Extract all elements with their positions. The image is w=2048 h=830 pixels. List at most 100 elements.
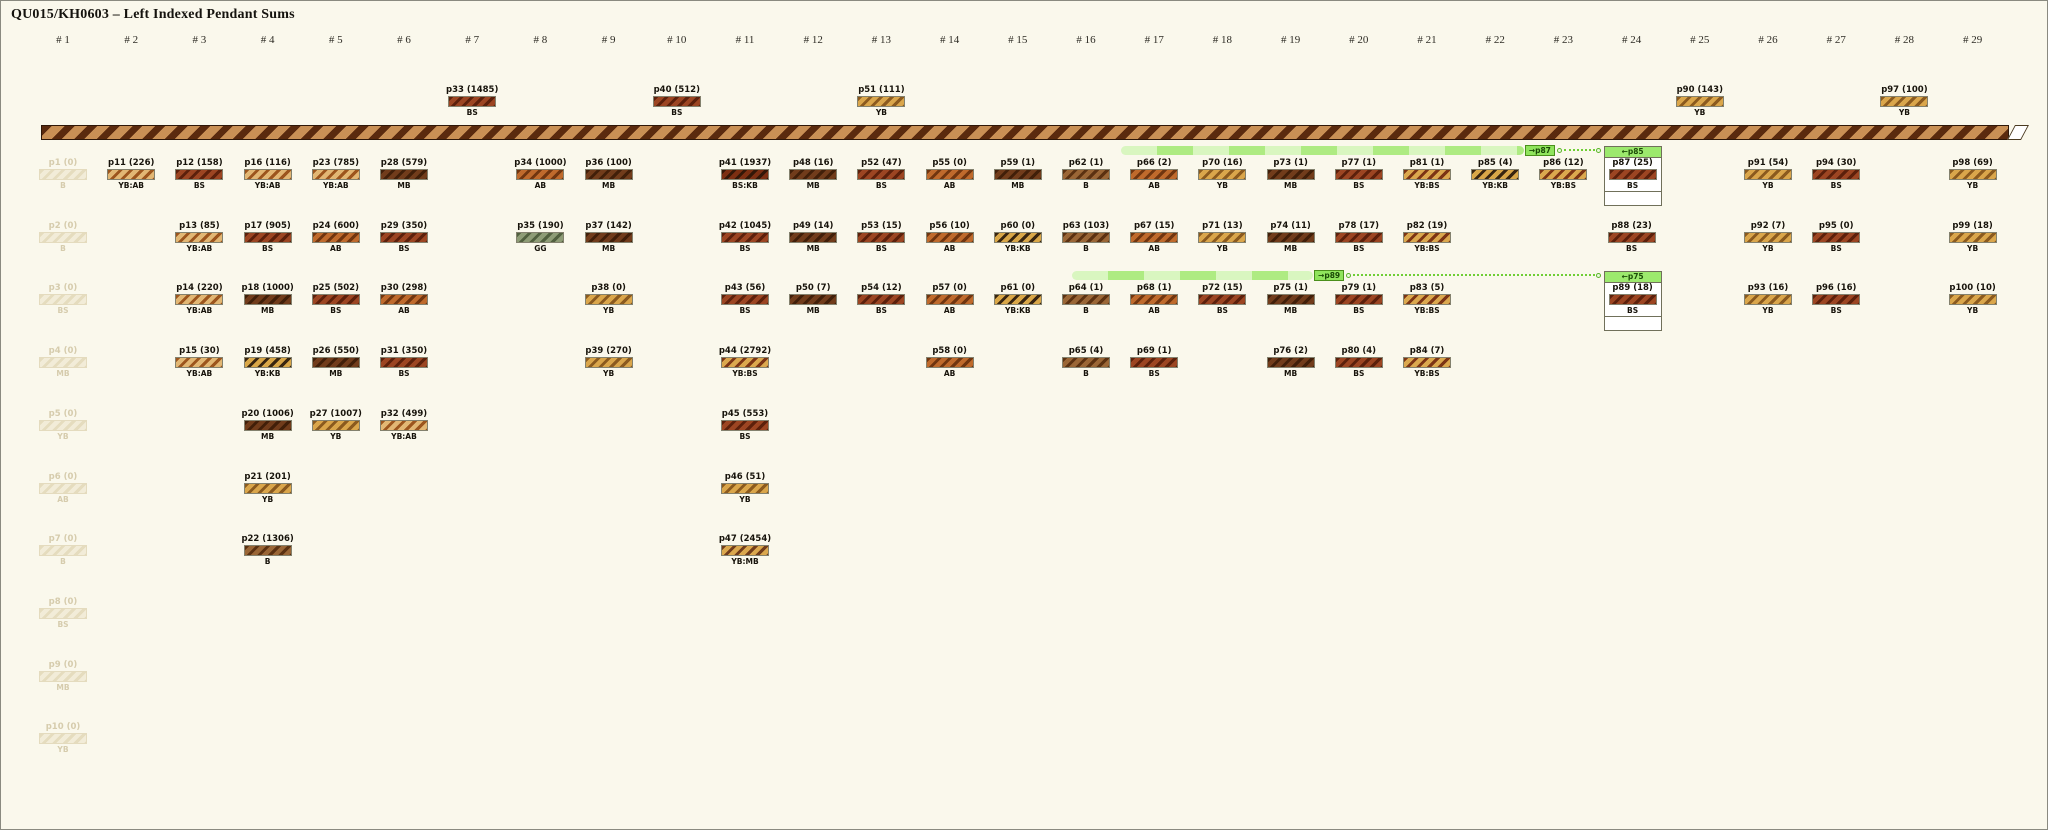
pendant[interactable]: p70 (16) YB [1187, 158, 1257, 190]
pendant[interactable]: p14 (220) YB:AB [164, 283, 234, 315]
pendant[interactable]: p13 (85) YB:AB [164, 221, 234, 253]
sum-pendant-box[interactable]: ←p85 p87 (25) BS [1603, 146, 1662, 206]
pendant[interactable]: p46 (51) YB [710, 472, 780, 504]
pendant[interactable]: p41 (1937) BS:KB [710, 158, 780, 190]
pendant-bar [993, 169, 1042, 180]
pendant[interactable]: p92 (7) YB [1733, 221, 1803, 253]
pendant[interactable]: p50 (7) MB [778, 283, 848, 315]
pendant[interactable]: p37 (142) MB [574, 221, 644, 253]
pendant[interactable]: p31 (350) BS [369, 346, 439, 378]
pendant[interactable]: p64 (1) B [1051, 283, 1121, 315]
pendant[interactable]: p28 (579) MB [369, 158, 439, 190]
pendant[interactable]: p45 (553) BS [710, 409, 780, 441]
pendant[interactable]: p85 (4) YB:KB [1460, 158, 1530, 190]
pendant[interactable]: p66 (2) AB [1119, 158, 1189, 190]
pendant[interactable]: p11 (226) YB:AB [96, 158, 166, 190]
pendant[interactable]: p71 (13) YB [1187, 221, 1257, 253]
pendant[interactable]: p43 (56) BS [710, 283, 780, 315]
pendant[interactable]: p83 (5) YB:BS [1392, 283, 1462, 315]
sum-arrow-badge[interactable]: →p89 [1314, 270, 1345, 282]
pendant[interactable]: p39 (270) YB [574, 346, 644, 378]
pendant[interactable]: p95 (0) BS [1801, 221, 1871, 253]
pendant[interactable]: p77 (1) BS [1324, 158, 1394, 190]
pendant[interactable]: p44 (2792) YB:BS [710, 346, 780, 378]
pendant[interactable]: p22 (1306) B [233, 534, 303, 566]
pendant[interactable]: p56 (10) AB [915, 221, 985, 253]
pendant[interactable]: p29 (350) BS [369, 221, 439, 253]
pendant[interactable]: p81 (1) YB:BS [1392, 158, 1462, 190]
pendant[interactable]: p16 (116) YB:AB [233, 158, 303, 190]
pendant[interactable]: p76 (2) MB [1256, 346, 1326, 378]
column-header: # 7 [465, 34, 480, 46]
pendant[interactable]: p35 (190) GG [505, 221, 575, 253]
pendant[interactable]: p75 (1) MB [1256, 283, 1326, 315]
pendant[interactable]: p51 (111) YB [846, 85, 916, 117]
pendant[interactable]: p97 (100) YB [1869, 85, 1939, 117]
pendant[interactable]: p68 (1) AB [1119, 283, 1189, 315]
sum-arrow-badge[interactable]: →p87 [1524, 145, 1555, 156]
pendant[interactable]: p42 (1045) BS [710, 221, 780, 253]
ghost-pendant: p7 (0) B [28, 534, 98, 566]
pendant[interactable]: p80 (4) BS [1324, 346, 1394, 378]
pendant[interactable]: p78 (17) BS [1324, 221, 1394, 253]
pendant[interactable]: p18 (1000) MB [233, 283, 303, 315]
pendant[interactable]: p25 (502) BS [301, 283, 371, 315]
pendant[interactable]: p59 (1) MB [983, 158, 1053, 190]
pendant[interactable]: p27 (1007) YB [301, 409, 371, 441]
pendant-label: p20 (1006) [241, 408, 294, 419]
pendant[interactable]: p96 (16) BS [1801, 283, 1871, 315]
pendant[interactable]: p26 (550) MB [301, 346, 371, 378]
sum-pendant-box[interactable]: ←p75 p89 (18) BS [1603, 271, 1662, 332]
pendant[interactable]: p74 (11) MB [1256, 221, 1326, 253]
pendant[interactable]: p24 (600) AB [301, 221, 371, 253]
pendant[interactable]: p21 (201) YB [233, 472, 303, 504]
pendant[interactable]: p30 (298) AB [369, 283, 439, 315]
pendant[interactable]: p73 (1) MB [1256, 158, 1326, 190]
pendant[interactable]: p63 (103) B [1051, 221, 1121, 253]
pendant[interactable]: p23 (785) YB:AB [301, 158, 371, 190]
pendant[interactable]: p91 (54) YB [1733, 158, 1803, 190]
pendant[interactable]: p20 (1006) MB [233, 409, 303, 441]
pendant[interactable]: p55 (0) AB [915, 158, 985, 190]
pendant[interactable]: p58 (0) AB [915, 346, 985, 378]
pendant[interactable]: p98 (69) YB [1938, 158, 2008, 190]
pendant[interactable]: p99 (18) YB [1938, 221, 2008, 253]
pendant-bar [1198, 231, 1247, 243]
pendant[interactable]: p33 (1485) BS [437, 85, 507, 117]
pendant[interactable]: p40 (512) BS [642, 85, 712, 117]
pendant[interactable]: p65 (4) B [1051, 346, 1121, 378]
pendant[interactable]: p67 (15) AB [1119, 221, 1189, 253]
pendant[interactable]: p36 (100) MB [574, 158, 644, 190]
pendant-color-code: AB [1148, 243, 1160, 253]
pendant[interactable]: p62 (1) B [1051, 158, 1121, 190]
pendant[interactable]: p12 (158) BS [164, 158, 234, 190]
pendant[interactable]: p100 (10) YB [1938, 283, 2008, 315]
pendant[interactable]: p17 (905) BS [233, 221, 303, 253]
pendant[interactable]: p79 (1) BS [1324, 283, 1394, 315]
pendant[interactable]: p15 (30) YB:AB [164, 346, 234, 378]
pendant[interactable]: p48 (16) MB [778, 158, 848, 190]
pendant[interactable]: p90 (143) YB [1665, 85, 1735, 117]
pendant[interactable]: p88 (23) BS [1597, 221, 1667, 253]
pendant[interactable]: p84 (7) YB:BS [1392, 346, 1462, 378]
pendant[interactable]: p38 (0) YB [574, 283, 644, 315]
pendant[interactable]: p52 (47) BS [846, 158, 916, 190]
pendant[interactable]: p47 (2454) YB:MB [710, 534, 780, 566]
pendant-bar [1744, 231, 1792, 243]
pendant[interactable]: p86 (12) YB:BS [1528, 158, 1598, 190]
pendant[interactable]: p53 (15) BS [846, 221, 916, 253]
pendant[interactable]: p93 (16) YB [1733, 283, 1803, 315]
pendant[interactable]: p54 (12) BS [846, 283, 916, 315]
pendant[interactable]: p60 (0) YB:KB [983, 221, 1053, 253]
pendant[interactable]: p69 (1) BS [1119, 346, 1189, 378]
pendant[interactable]: p82 (19) YB:BS [1392, 221, 1462, 253]
pendant[interactable]: p34 (1000) AB [505, 158, 575, 190]
pendant[interactable]: p61 (0) YB:KB [983, 283, 1053, 315]
pendant[interactable]: p32 (499) YB:AB [369, 409, 439, 441]
pendant[interactable]: p19 (458) YB:KB [233, 346, 303, 378]
pendant[interactable]: p49 (14) MB [778, 221, 848, 253]
pendant-label: p57 (0) [932, 283, 967, 294]
pendant[interactable]: p94 (30) BS [1801, 158, 1871, 190]
pendant[interactable]: p72 (15) BS [1187, 283, 1257, 315]
pendant[interactable]: p57 (0) AB [915, 283, 985, 315]
